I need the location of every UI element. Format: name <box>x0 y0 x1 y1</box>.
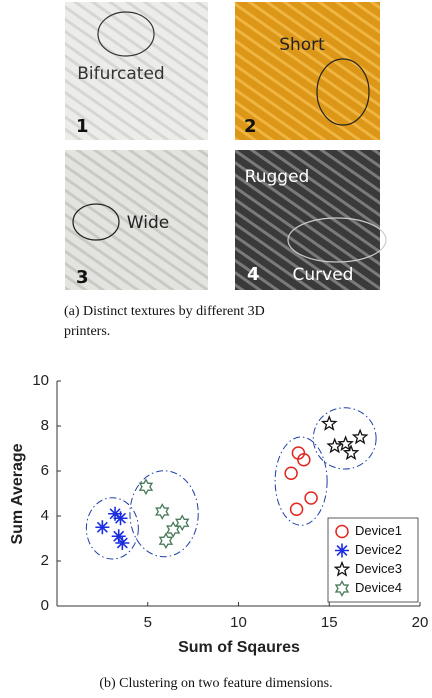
y-tick-label: 6 <box>41 462 49 479</box>
x-axis-label: Sum of Sqaures <box>178 639 300 656</box>
y-tick-label: 0 <box>41 597 49 614</box>
data-point <box>158 532 174 550</box>
legend-marker <box>335 543 349 558</box>
texture-label: Bifurcated <box>77 64 164 84</box>
texture-label: Curved <box>293 265 354 285</box>
caption: (a) Distinct textures by different 3D <box>64 304 265 319</box>
data-point <box>284 466 298 480</box>
data-point <box>351 428 369 445</box>
legend-label: Device2 <box>355 542 402 557</box>
highlight-ellipse <box>97 11 155 57</box>
data-point <box>95 520 110 535</box>
data-point <box>138 478 154 496</box>
x-tick-label: 15 <box>321 614 338 631</box>
panel-number: 4 <box>247 264 260 285</box>
cluster-ellipse <box>312 407 377 470</box>
legend-label: Device3 <box>355 561 402 576</box>
texture-label: Wide <box>127 213 169 233</box>
data-point <box>337 435 354 452</box>
caption: printers. <box>64 324 110 339</box>
cluster-ellipse <box>129 470 199 558</box>
highlight-ellipse <box>316 58 370 126</box>
cluster-ellipse <box>85 497 139 560</box>
legend-label: Device4 <box>355 580 402 595</box>
legend-marker <box>335 524 349 539</box>
data-point <box>326 437 344 454</box>
x-tick-label: 20 <box>412 614 429 631</box>
data-point <box>304 491 318 505</box>
data-point <box>342 444 360 461</box>
x-tick-label: 5 <box>144 614 152 631</box>
texture-label: Rugged <box>245 167 310 187</box>
panel-number: 3 <box>76 267 89 288</box>
data-point <box>113 511 128 526</box>
data-point <box>108 506 123 521</box>
panel-number: 2 <box>244 116 257 137</box>
data-point <box>175 514 190 532</box>
panel-number: 1 <box>76 116 89 137</box>
y-tick-label: 8 <box>41 417 49 434</box>
legend-marker <box>334 580 350 597</box>
cluster-ellipse <box>274 436 328 526</box>
data-point <box>297 453 311 467</box>
data-point <box>115 536 130 550</box>
legend-marker <box>333 560 351 577</box>
legend-box <box>327 517 419 603</box>
texture-image <box>65 2 208 140</box>
x-tick-label: 10 <box>230 614 247 631</box>
caption: (b) Clustering on two feature dimensions… <box>99 676 332 691</box>
highlight-ellipse <box>72 203 120 241</box>
highlight-ellipse <box>287 217 387 263</box>
y-tick-label: 2 <box>41 552 49 569</box>
y-tick-label: 4 <box>41 507 49 524</box>
data-point <box>155 503 170 520</box>
texture-image <box>235 2 380 140</box>
data-point <box>111 529 126 544</box>
texture-image <box>65 150 208 290</box>
data-point <box>320 414 338 431</box>
texture-label: Short <box>279 35 325 55</box>
data-point <box>289 502 304 516</box>
y-tick-label: 10 <box>32 372 49 389</box>
legend-label: Device1 <box>355 523 402 538</box>
y-axis-label: Sum Average <box>9 443 26 544</box>
